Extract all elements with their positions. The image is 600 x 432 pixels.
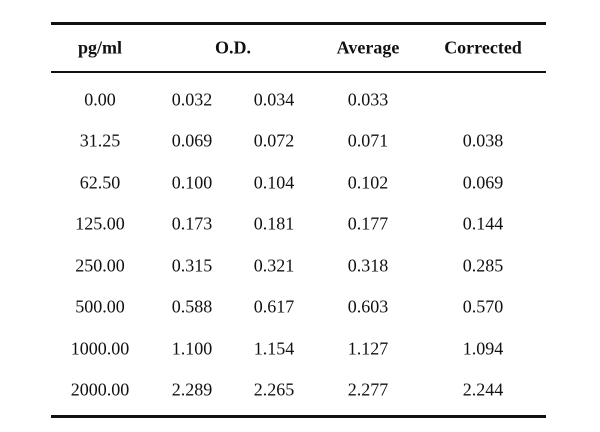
header-od: O.D. — [215, 37, 251, 58]
table-row: 500.00 0.588 0.617 0.603 0.570 — [51, 287, 546, 329]
cell-od-replicate-1: 2.289 — [171, 379, 213, 400]
cell-corrected: 0.038 — [462, 130, 504, 151]
table-row: 1000.00 1.100 1.154 1.127 1.094 — [51, 328, 546, 370]
cell-concentration: 2000.00 — [70, 379, 130, 400]
cell-od-replicate-2: 0.072 — [253, 130, 295, 151]
table-top-rule — [51, 22, 546, 25]
cell-concentration: 125.00 — [75, 213, 125, 234]
cell-concentration: 500.00 — [75, 296, 125, 317]
cell-average: 1.127 — [347, 338, 389, 359]
cell-concentration: 31.25 — [79, 130, 121, 151]
header-average: Average — [336, 37, 400, 58]
cell-average: 0.318 — [347, 255, 389, 276]
header-corrected: Corrected — [444, 37, 522, 58]
cell-concentration: 62.50 — [79, 172, 121, 193]
cell-od-replicate-1: 0.100 — [171, 172, 213, 193]
cell-corrected: 0.144 — [462, 213, 504, 234]
table-body: 0.00 0.032 0.034 0.033 31.25 0.069 0.072 0.071 0… — [51, 79, 546, 411]
cell-corrected: 2.244 — [462, 379, 504, 400]
cell-average: 2.277 — [347, 379, 389, 400]
table-row: 31.25 0.069 0.072 0.071 0.038 — [51, 121, 546, 163]
cell-corrected: 1.094 — [462, 338, 504, 359]
cell-concentration: 250.00 — [75, 255, 125, 276]
table-row: 250.00 0.315 0.321 0.318 0.285 — [51, 245, 546, 287]
table-row: 125.00 0.173 0.181 0.177 0.144 — [51, 204, 546, 246]
cell-concentration: 1000.00 — [70, 338, 130, 359]
cell-average: 0.033 — [347, 89, 389, 110]
cell-average: 0.177 — [347, 213, 389, 234]
cell-corrected: 0.069 — [462, 172, 504, 193]
cell-od-replicate-2: 0.181 — [253, 213, 295, 234]
cell-od-replicate-2: 1.154 — [253, 338, 295, 359]
table-bottom-rule — [51, 415, 546, 418]
cell-od-replicate-1: 0.069 — [171, 130, 213, 151]
standard-curve-table: pg/ml O.D. Average Corrected 0.00 0.032 0.… — [51, 22, 546, 418]
cell-concentration: 0.00 — [84, 89, 116, 110]
cell-average: 0.102 — [347, 172, 389, 193]
table-header-rule — [51, 71, 546, 73]
cell-od-replicate-2: 0.104 — [253, 172, 295, 193]
table-header-row: pg/ml O.D. Average Corrected — [51, 25, 546, 71]
cell-od-replicate-2: 0.321 — [253, 255, 295, 276]
cell-od-replicate-1: 0.173 — [171, 213, 213, 234]
cell-od-replicate-1: 1.100 — [171, 338, 213, 359]
cell-od-replicate-2: 2.265 — [253, 379, 295, 400]
cell-od-replicate-2: 0.034 — [253, 89, 295, 110]
header-concentration: pg/ml — [77, 37, 123, 58]
cell-corrected: 0.570 — [462, 296, 504, 317]
cell-od-replicate-2: 0.617 — [253, 296, 295, 317]
cell-average: 0.071 — [347, 130, 389, 151]
cell-od-replicate-1: 0.032 — [171, 89, 213, 110]
cell-average: 0.603 — [347, 296, 389, 317]
table-row: 62.50 0.100 0.104 0.102 0.069 — [51, 162, 546, 204]
cell-corrected: 0.285 — [462, 255, 504, 276]
table-row: 2000.00 2.289 2.265 2.277 2.244 — [51, 370, 546, 412]
cell-od-replicate-1: 0.315 — [171, 255, 213, 276]
table-row: 0.00 0.032 0.034 0.033 — [51, 79, 546, 121]
cell-od-replicate-1: 0.588 — [171, 296, 213, 317]
